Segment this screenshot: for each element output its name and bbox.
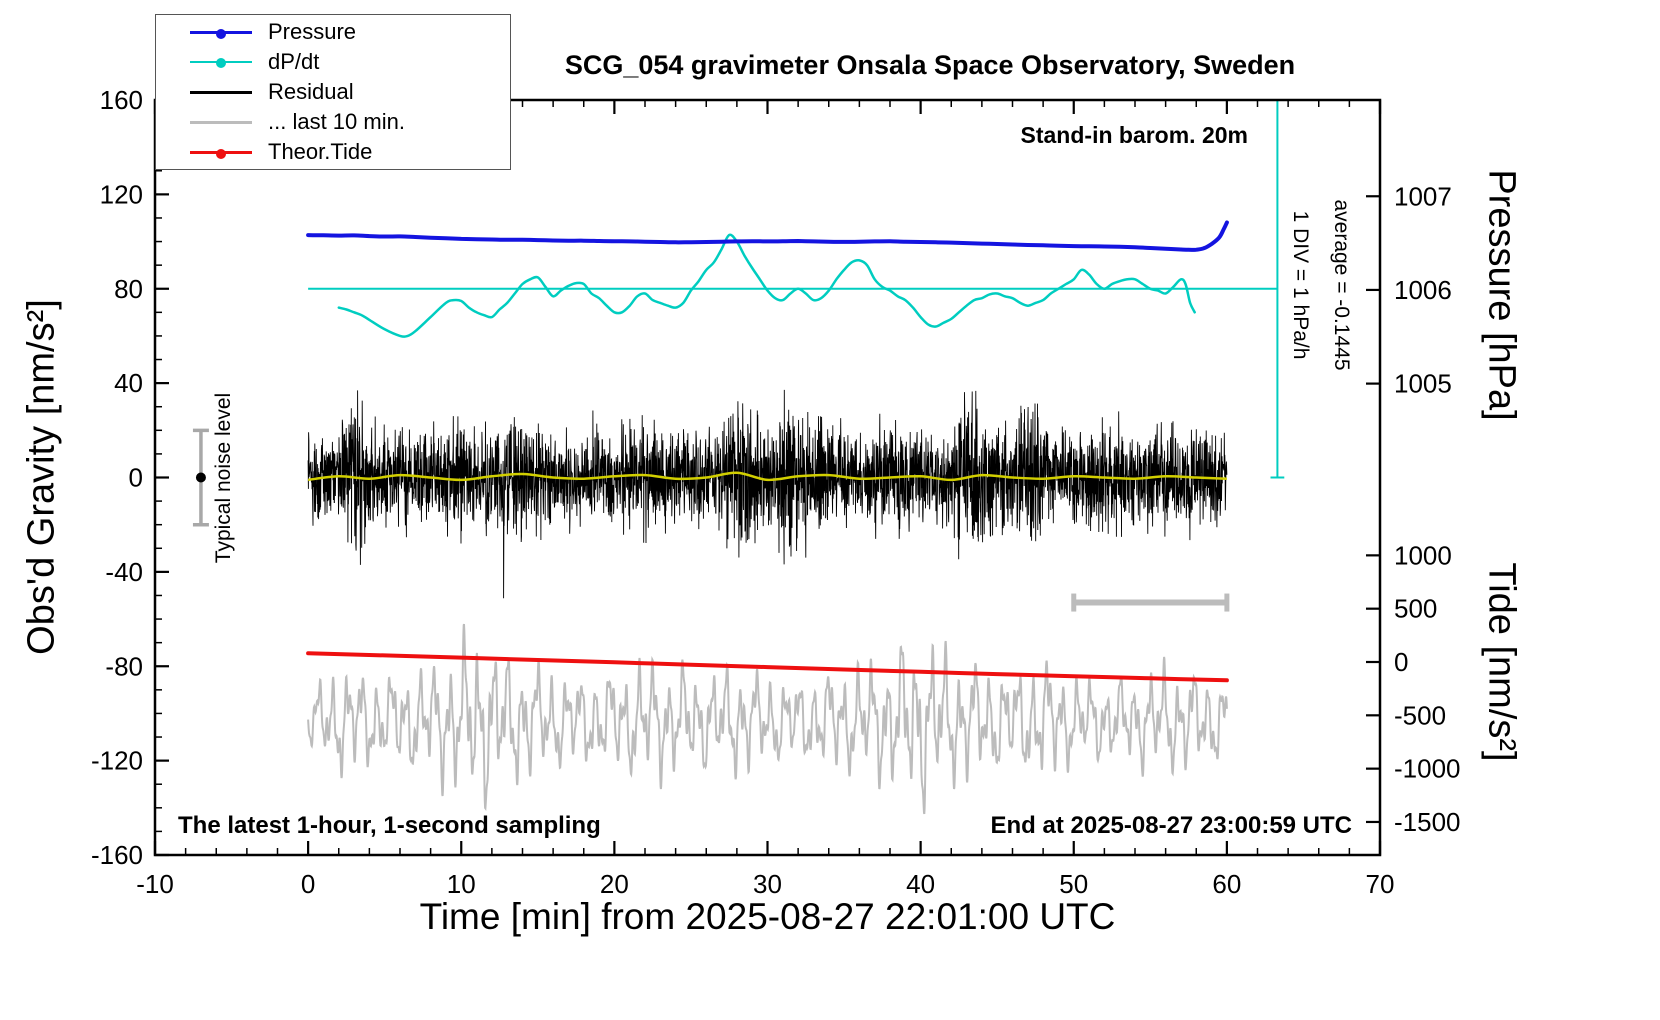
legend: Pressure dP/dt Residual ... last 10 min.…	[155, 14, 511, 170]
svg-text:-160: -160	[91, 840, 143, 870]
svg-text:60: 60	[1212, 869, 1241, 899]
svg-text:1005: 1005	[1394, 369, 1452, 399]
svg-text:40: 40	[114, 368, 143, 398]
legend-item-dpdt: dP/dt	[156, 49, 510, 75]
chart-title: SCG_054 gravimeter Onsala Space Observat…	[564, 50, 1296, 80]
svg-text:-1500: -1500	[1394, 807, 1461, 837]
svg-text:-500: -500	[1394, 700, 1446, 730]
svg-text:20: 20	[600, 869, 629, 899]
y-axis-title-pressure: Pressure [hPa]	[1480, 169, 1523, 421]
svg-text:40: 40	[906, 869, 935, 899]
svg-text:1007: 1007	[1394, 181, 1452, 211]
x-axis-title: Time [min] from 2025-08-27 22:01:00 UTC	[419, 896, 1116, 937]
legend-item-theor-tide: Theor.Tide	[156, 139, 510, 165]
svg-text:70: 70	[1366, 869, 1395, 899]
svg-text:120: 120	[100, 179, 143, 209]
legend-item-residual: Residual	[156, 79, 510, 105]
sampling-note: The latest 1-hour, 1-second sampling	[178, 812, 601, 839]
svg-text:1000: 1000	[1394, 540, 1452, 570]
barometer-note: Stand-in barom. 20m	[1020, 122, 1248, 148]
svg-text:160: 160	[100, 85, 143, 115]
legend-label: Residual	[268, 79, 354, 104]
pressure-line-swatch	[190, 28, 252, 39]
noise-level-note: Typical noise level	[212, 392, 235, 564]
div-scale-note: 1 DIV = 1 hPa/h	[1289, 210, 1312, 360]
svg-text:-10: -10	[136, 869, 174, 899]
residual-line-swatch	[190, 90, 252, 94]
svg-text:50: 50	[1059, 869, 1088, 899]
legend-label: Pressure	[268, 19, 357, 44]
average-note: average = -0.1445	[1330, 199, 1353, 371]
end-time-note: End at 2025-08-27 23:00:59 UTC	[990, 812, 1353, 839]
svg-text:-40: -40	[105, 557, 143, 587]
svg-text:500: 500	[1394, 594, 1437, 624]
last10min-line-swatch	[190, 120, 252, 124]
y-axis-title-tide: Tide [nm/s²]	[1480, 562, 1523, 762]
svg-text:-120: -120	[91, 746, 143, 776]
y-axis-title-gravity: Obs'd Gravity [nm/s²]	[20, 299, 63, 655]
legend-label: dP/dt	[268, 49, 320, 74]
theor-tide-marker-dot	[216, 148, 226, 159]
svg-text:1006: 1006	[1394, 275, 1452, 305]
pressure-marker-dot	[216, 28, 226, 39]
dpdt-line-swatch	[190, 58, 252, 68]
legend-label: Theor.Tide	[268, 139, 373, 164]
dpdt-marker-dot	[216, 58, 226, 68]
svg-text:80: 80	[114, 274, 143, 304]
svg-text:-1000: -1000	[1394, 754, 1461, 784]
svg-text:30: 30	[753, 869, 782, 899]
svg-text:0: 0	[129, 463, 143, 493]
legend-item-pressure: Pressure	[156, 19, 510, 45]
legend-label: ... last 10 min.	[268, 109, 405, 134]
svg-text:0: 0	[1394, 647, 1408, 677]
theor-tide-line-swatch	[190, 148, 252, 159]
svg-text:-80: -80	[105, 651, 143, 681]
legend-item-last10min: ... last 10 min.	[156, 109, 510, 135]
svg-text:0: 0	[301, 869, 315, 899]
svg-text:10: 10	[447, 869, 476, 899]
